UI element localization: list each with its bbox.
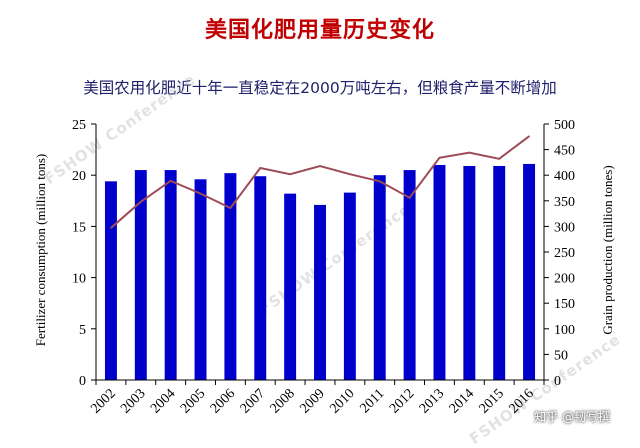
line-point-2011 bbox=[378, 180, 381, 183]
bar-2015 bbox=[493, 165, 506, 380]
y2-tick-label: 0 bbox=[554, 374, 561, 389]
line-point-2014 bbox=[468, 151, 471, 154]
bar-2011 bbox=[373, 175, 386, 380]
y2-tick-label: 400 bbox=[554, 169, 575, 184]
line-point-2010 bbox=[349, 173, 351, 175]
x-tick-label: 2009 bbox=[297, 386, 327, 416]
credit-text: 知乎 @韧写撰 bbox=[534, 410, 610, 424]
y2-axis-label: Grain production (million tones) bbox=[600, 165, 615, 334]
line-point-2012 bbox=[408, 196, 411, 199]
plot-area: 0510152025050100150200250300350400450500… bbox=[72, 118, 575, 417]
bar-2003 bbox=[134, 170, 147, 380]
bar-2014 bbox=[463, 165, 476, 380]
x-tick-label: 2006 bbox=[208, 386, 238, 416]
y2-tick-label: 250 bbox=[554, 246, 575, 261]
y2-tick-label: 500 bbox=[554, 118, 575, 133]
y-tick-label: 15 bbox=[72, 220, 86, 235]
bar-2005 bbox=[194, 179, 207, 380]
line-point-2006 bbox=[229, 207, 232, 209]
y-axis-label: Fertilizer consumption (million tons) bbox=[33, 154, 48, 346]
x-tick-label: 2008 bbox=[268, 386, 298, 416]
bar-2013 bbox=[433, 164, 446, 380]
bar-2006 bbox=[224, 173, 237, 380]
y-tick-label: 5 bbox=[79, 323, 86, 338]
x-tick-label: 2002 bbox=[88, 386, 118, 416]
x-tick-label: 2012 bbox=[387, 386, 417, 416]
line-point-2009 bbox=[319, 165, 321, 167]
bar-2004 bbox=[164, 170, 177, 380]
bar-2012 bbox=[403, 170, 416, 380]
line-point-2008 bbox=[289, 173, 291, 175]
y2-tick-label: 100 bbox=[554, 323, 575, 338]
y-tick-label: 20 bbox=[72, 169, 86, 184]
bar-2007 bbox=[254, 176, 267, 380]
y2-tick-label: 350 bbox=[554, 195, 575, 210]
bar-2016 bbox=[523, 163, 536, 380]
line-point-2016 bbox=[528, 135, 530, 138]
line-point-2013 bbox=[438, 156, 441, 159]
bar-2008 bbox=[284, 193, 297, 380]
x-tick-label: 2003 bbox=[118, 386, 148, 416]
y-tick-label: 25 bbox=[72, 118, 86, 133]
x-tick-label: 2016 bbox=[506, 386, 536, 416]
y2-tick-label: 200 bbox=[554, 272, 575, 287]
x-tick-label: 2015 bbox=[477, 386, 507, 416]
x-tick-label: 2005 bbox=[178, 386, 208, 416]
line-point-2002 bbox=[110, 227, 112, 229]
x-tick-label: 2007 bbox=[238, 386, 268, 416]
y2-tick-label: 150 bbox=[554, 297, 575, 312]
line-point-2015 bbox=[498, 158, 501, 160]
x-tick-label: 2011 bbox=[358, 386, 388, 416]
bar-2010 bbox=[343, 192, 356, 380]
x-tick-label: 2004 bbox=[148, 386, 178, 416]
y2-tick-label: 450 bbox=[554, 144, 575, 159]
bar-2009 bbox=[314, 204, 326, 380]
line-point-2003 bbox=[140, 201, 142, 203]
page-subtitle: 美国农用化肥近十年一直稳定在2000万吨左右，但粮食产量不断增加 bbox=[83, 79, 557, 97]
y2-tick-label: 300 bbox=[554, 220, 575, 235]
y-tick-label: 10 bbox=[72, 272, 86, 287]
line-point-2007 bbox=[259, 167, 262, 169]
page-title: 美国化肥用量历史变化 bbox=[204, 18, 435, 43]
line-point-2005 bbox=[199, 192, 202, 195]
y2-tick-label: 50 bbox=[554, 348, 568, 363]
y-tick-label: 0 bbox=[79, 374, 86, 389]
x-tick-label: 2014 bbox=[447, 386, 477, 416]
line-point-2004 bbox=[169, 180, 172, 182]
x-tick-label: 2013 bbox=[417, 386, 447, 416]
x-tick-label: 2010 bbox=[327, 386, 357, 416]
bar-2002 bbox=[104, 181, 117, 380]
